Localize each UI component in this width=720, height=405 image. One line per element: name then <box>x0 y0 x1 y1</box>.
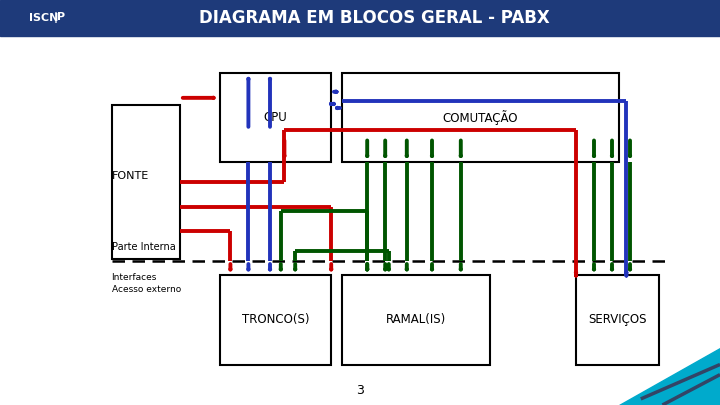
Bar <box>220 275 331 364</box>
Text: DIAGRAMA EM BLOCOS GERAL - PABX: DIAGRAMA EM BLOCOS GERAL - PABX <box>199 9 550 27</box>
Text: COMUTAÇÃO: COMUTAÇÃO <box>443 110 518 125</box>
Text: SERVIÇOS: SERVIÇOS <box>588 313 647 326</box>
Bar <box>220 73 331 162</box>
Polygon shape <box>619 348 720 405</box>
Text: Interfaces
Acesso externo: Interfaces Acesso externo <box>112 273 181 294</box>
Text: CPU: CPU <box>264 111 287 124</box>
Bar <box>576 275 659 364</box>
Text: TRONCO(S): TRONCO(S) <box>242 313 309 326</box>
Bar <box>112 105 180 259</box>
Bar <box>342 73 619 162</box>
Bar <box>342 275 490 364</box>
Text: ISCN: ISCN <box>29 13 58 23</box>
Text: 3: 3 <box>356 384 364 397</box>
Text: |P: |P <box>54 12 66 23</box>
Text: FONTE: FONTE <box>112 171 149 181</box>
Text: RAMAL(IS): RAMAL(IS) <box>386 313 446 326</box>
Text: Parte Interna: Parte Interna <box>112 242 176 252</box>
